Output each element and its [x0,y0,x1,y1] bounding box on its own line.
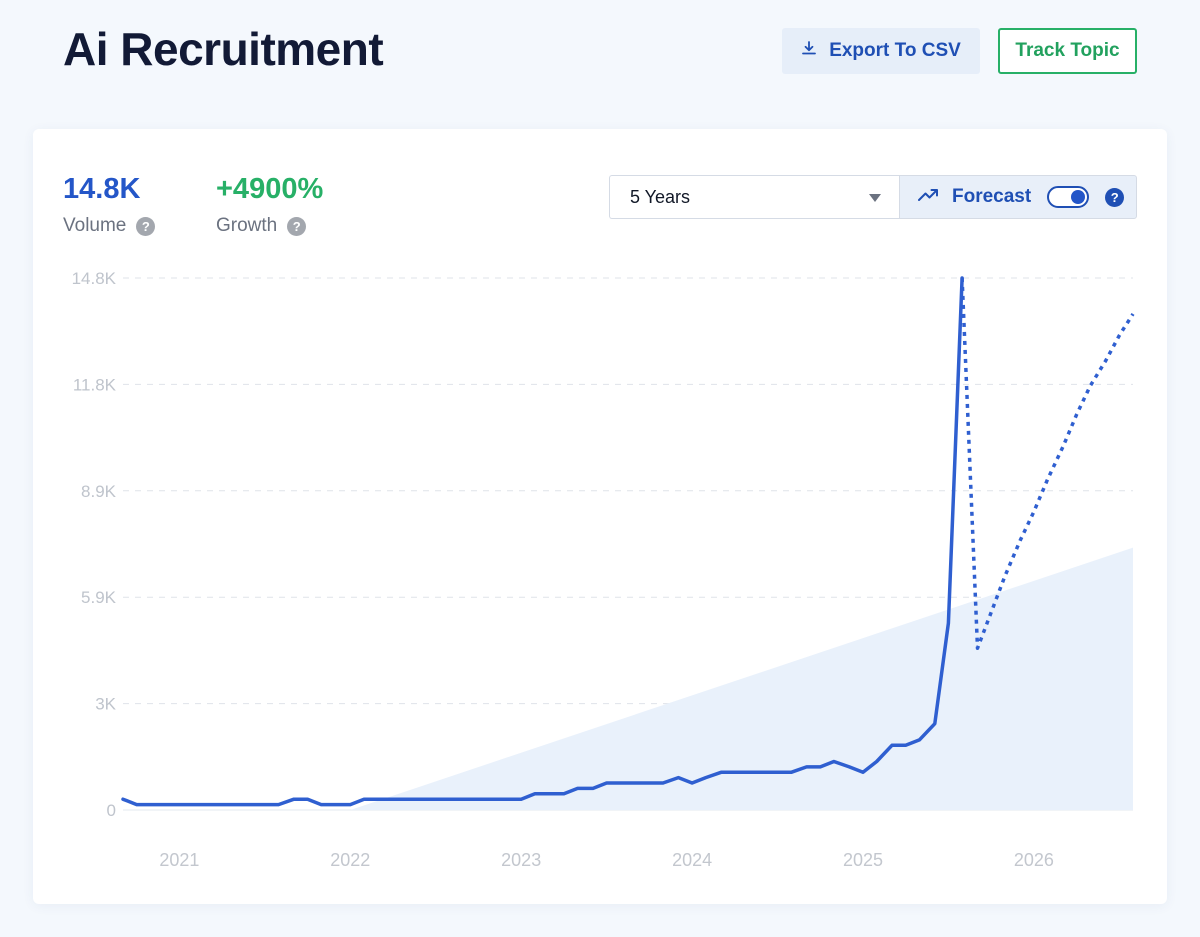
forecast-label: Forecast [952,186,1032,207]
trend-band-area [350,547,1133,810]
download-icon [801,40,817,62]
time-range-value: 5 Years [630,186,691,207]
x-tick-label: 2024 [672,850,712,870]
y-axis: 0 3K 5.9K 8.9K 11.8K 14.8K [72,269,117,820]
forecast-control: Forecast ? [899,175,1137,219]
y-tick-label: 8.9K [81,482,117,501]
y-tick-label: 5.9K [81,588,117,607]
forecast-help-icon[interactable]: ? [1105,187,1125,207]
y-tick-label: 3K [95,695,116,714]
x-tick-label: 2021 [159,850,199,870]
forecast-toggle-knob [1071,190,1086,204]
export-csv-label: Export To CSV [829,40,961,61]
growth-value: +4900% [216,173,324,205]
forecast-line [960,277,1135,650]
y-tick-label: 11.8K [73,375,117,394]
trending-up-icon [918,186,940,208]
x-tick-label: 2023 [501,850,541,870]
trend-band [350,547,1133,810]
volume-line [121,276,964,807]
export-csv-button[interactable]: Export To CSV [782,28,980,74]
track-topic-button[interactable]: Track Topic [998,28,1137,74]
y-tick-label: 14.8K [72,269,117,288]
x-tick-label: 2026 [1014,850,1054,870]
page-title: Ai Recruitment [63,23,384,75]
volume-help-icon[interactable]: ? [136,216,156,236]
volume-label: Volume [63,215,127,236]
x-axis: 2021 2022 2023 2024 2025 2026 [159,850,1054,870]
forecast-toggle[interactable] [1047,186,1090,208]
volume-value: 14.8K [63,173,141,205]
x-tick-label: 2022 [330,850,370,870]
chart-lines [121,276,1135,807]
volume-label-group: Volume ? [63,215,156,237]
chevron-down-icon [869,194,881,202]
growth-help-icon[interactable]: ? [287,216,307,236]
x-tick-label: 2025 [843,850,883,870]
time-range-select[interactable]: 5 Years [609,175,899,219]
growth-label-group: Growth ? [216,215,307,237]
y-tick-label: 0 [107,801,116,820]
growth-label: Growth [216,215,278,236]
